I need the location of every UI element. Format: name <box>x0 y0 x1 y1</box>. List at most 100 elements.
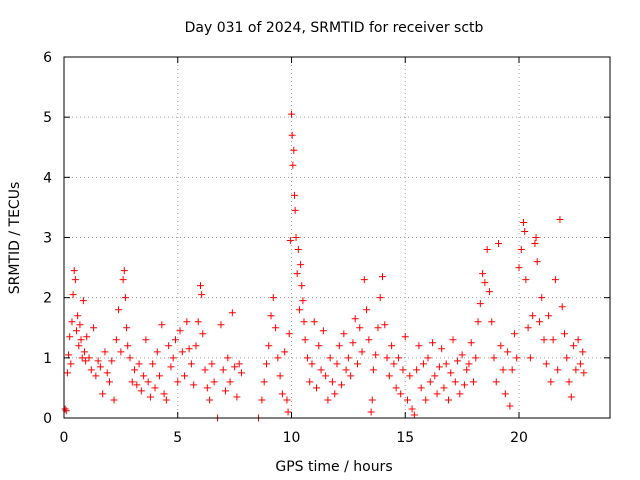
data-point <box>192 342 200 350</box>
data-point <box>171 336 179 344</box>
data-point <box>283 396 291 404</box>
data-point <box>319 327 327 335</box>
data-point <box>187 360 195 368</box>
data-point <box>547 378 555 386</box>
data-point <box>353 360 361 368</box>
data-point <box>513 354 521 362</box>
data-point <box>224 354 232 362</box>
data-point <box>433 390 441 398</box>
data-point <box>426 378 434 386</box>
data-point <box>226 378 234 386</box>
data-point <box>106 378 113 386</box>
data-point <box>508 366 516 374</box>
data-point <box>465 360 473 368</box>
data-point <box>545 312 553 320</box>
data-point <box>538 294 546 302</box>
data-point <box>333 360 341 368</box>
data-point <box>447 369 455 377</box>
data-point <box>347 372 355 380</box>
data-point <box>372 351 380 359</box>
data-point <box>390 360 398 368</box>
data-point <box>272 324 280 332</box>
data-point <box>313 384 321 392</box>
data-point <box>580 369 588 377</box>
data-point <box>338 381 346 389</box>
data-point <box>96 363 104 371</box>
data-point <box>515 264 523 272</box>
data-point <box>474 318 482 326</box>
data-point <box>123 324 131 332</box>
data-point <box>165 342 173 350</box>
data-point <box>549 336 557 344</box>
data-point <box>431 372 439 380</box>
data-point <box>385 372 393 380</box>
data-point <box>70 267 78 275</box>
data-point <box>415 342 423 350</box>
data-point <box>158 321 166 329</box>
x-tick-label: 0 <box>60 430 69 446</box>
data-point <box>381 321 389 329</box>
data-point <box>574 336 582 344</box>
data-point <box>501 390 509 398</box>
data-point <box>456 390 464 398</box>
data-point <box>360 276 368 284</box>
data-point <box>358 348 366 356</box>
data-point <box>74 312 82 320</box>
data-point <box>408 405 416 413</box>
data-point <box>454 357 462 365</box>
data-point <box>458 351 466 359</box>
data-point <box>326 354 334 362</box>
data-point <box>401 333 409 341</box>
data-point <box>315 342 323 350</box>
data-point <box>262 360 270 368</box>
data-point <box>572 366 580 374</box>
data-point <box>117 348 125 356</box>
y-axis-label: SRMTID / TECUs <box>7 182 23 295</box>
data-point <box>540 336 548 344</box>
data-point <box>228 309 236 317</box>
data-point <box>542 360 550 368</box>
data-point <box>424 354 432 362</box>
data-point <box>276 372 284 380</box>
data-point <box>570 342 578 350</box>
data-point <box>563 354 571 362</box>
data-point <box>567 393 575 401</box>
data-point <box>121 294 129 302</box>
data-point <box>281 348 289 356</box>
data-point <box>149 360 157 368</box>
data-point <box>300 318 308 326</box>
data-point <box>535 318 543 326</box>
data-point <box>379 273 386 281</box>
data-point <box>524 324 532 332</box>
data-point <box>174 378 182 386</box>
data-point <box>529 312 537 320</box>
data-point <box>367 408 375 416</box>
data-point <box>289 161 297 169</box>
data-point <box>206 396 214 404</box>
data-point <box>497 342 505 350</box>
data-point <box>490 354 498 362</box>
data-point <box>476 300 484 308</box>
data-point <box>78 354 86 362</box>
data-point <box>290 146 298 154</box>
data-point <box>80 348 88 356</box>
data-point <box>190 381 198 389</box>
data-point <box>328 378 336 386</box>
data-point <box>162 396 170 404</box>
data-point <box>133 381 141 389</box>
data-point <box>369 366 377 374</box>
data-point <box>167 363 175 371</box>
data-point <box>376 294 384 302</box>
data-point <box>576 360 584 368</box>
data-point <box>128 378 136 386</box>
data-point <box>299 297 307 305</box>
data-point <box>103 369 111 377</box>
data-point <box>194 318 202 326</box>
data-point <box>101 348 109 356</box>
data-point <box>444 396 452 404</box>
data-point <box>324 396 332 404</box>
data-point <box>288 110 295 118</box>
data-point <box>504 348 512 356</box>
data-point <box>463 366 471 374</box>
data-point <box>222 387 230 395</box>
